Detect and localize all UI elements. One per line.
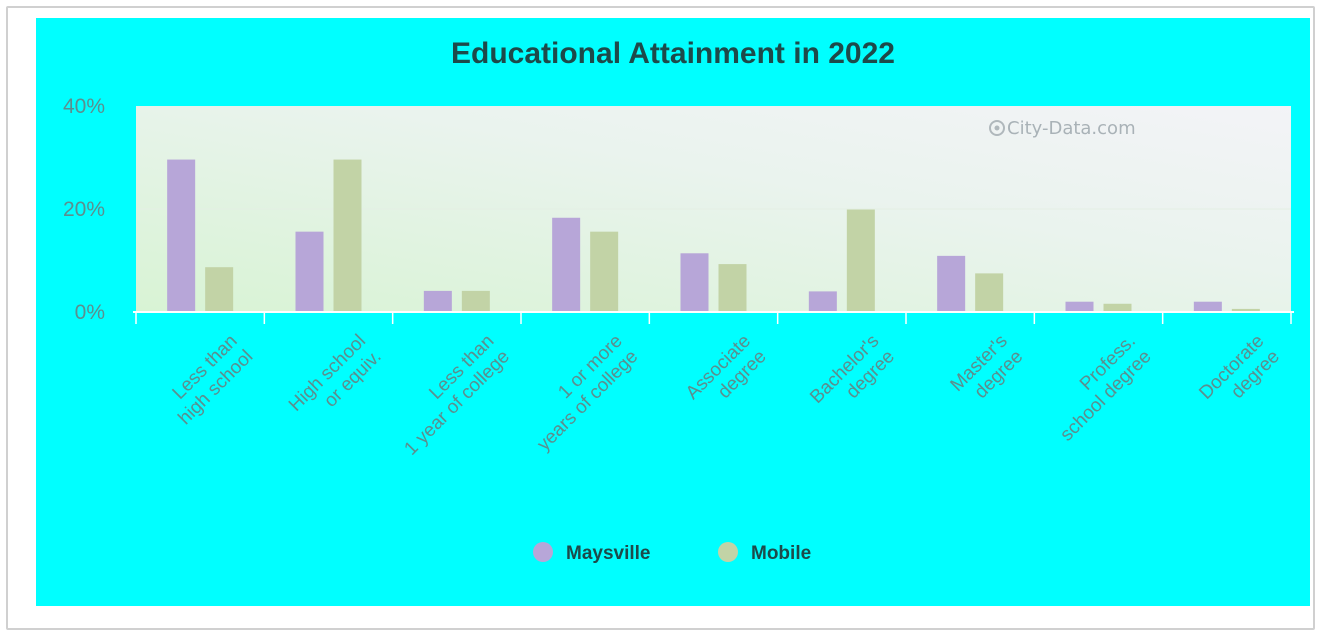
x-tick-label: Associatedegree [682,331,771,420]
y-tick-label: 40% [63,95,105,118]
bar-maysville[interactable] [680,253,709,312]
watermark: City-Data.com [989,118,1136,139]
bar-mobile[interactable] [1231,308,1260,312]
x-tick-label: Master'sdegree [947,331,1028,412]
bar-mobile[interactable] [718,264,747,312]
x-tick-label: Doctoratedegree [1195,331,1284,420]
bar-mobile[interactable] [590,231,619,312]
x-tick-label: Less thanhigh school [159,331,257,429]
bar-maysville[interactable] [1065,301,1094,312]
legend-swatch [533,542,553,562]
bar-maysville[interactable] [1193,301,1222,312]
x-axis: Less thanhigh school High schoolor equiv.… [133,311,1294,460]
legend: Maysville Mobile [533,542,811,564]
x-tick-label: 1 or moreyears of college [518,331,643,456]
bars [167,159,1260,312]
bar-maysville[interactable] [295,231,324,312]
x-tick-label: Profess.school degree [1041,331,1156,446]
bar-mobile[interactable] [846,209,875,312]
bar-mobile[interactable] [1103,303,1132,312]
y-axis: 0% 20% 40% [63,95,105,324]
y-tick-label: 0% [75,301,105,324]
bar-maysville[interactable] [167,159,196,312]
city-data-logo-icon [989,120,1005,136]
x-tick-label: Bachelor'sdegree [806,331,899,424]
legend-item-maysville[interactable]: Maysville [533,542,651,564]
x-tick-label: Less than1 year of college [385,331,514,460]
bar-maysville[interactable] [552,217,581,312]
legend-label: Maysville [566,543,651,564]
y-tick-label: 20% [63,198,105,221]
bar-mobile[interactable] [975,273,1004,312]
bar-mobile[interactable] [333,159,362,312]
chart-title: Educational Attainment in 2022 [451,37,895,70]
legend-swatch [718,542,738,562]
bar-maysville[interactable] [423,290,452,312]
legend-label: Mobile [751,543,811,564]
bar-mobile[interactable] [205,267,234,312]
watermark-text: City-Data.com [1007,118,1136,139]
bar-mobile[interactable] [461,290,490,312]
x-tick-label: High schoolor equiv. [285,331,386,432]
legend-item-mobile[interactable]: Mobile [718,542,811,564]
bar-maysville[interactable] [937,255,966,312]
bar-maysville[interactable] [808,291,837,312]
